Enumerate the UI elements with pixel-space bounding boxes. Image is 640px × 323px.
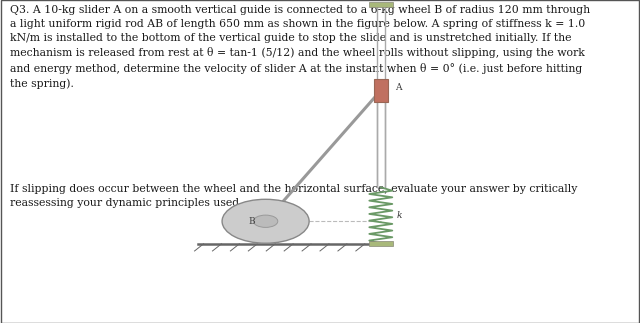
Circle shape [253,215,278,227]
Text: If slipping does occur between the wheel and the horizontal surface, evaluate yo: If slipping does occur between the wheel… [10,184,577,208]
FancyBboxPatch shape [374,79,388,102]
Text: B: B [248,217,255,226]
Text: k: k [396,211,402,220]
FancyBboxPatch shape [369,241,393,246]
FancyBboxPatch shape [369,2,393,7]
Circle shape [222,199,309,243]
Text: A: A [395,83,401,92]
Text: Q3. A 10-kg slider A on a smooth vertical guide is connected to a 6-kg wheel B o: Q3. A 10-kg slider A on a smooth vertica… [10,5,589,89]
